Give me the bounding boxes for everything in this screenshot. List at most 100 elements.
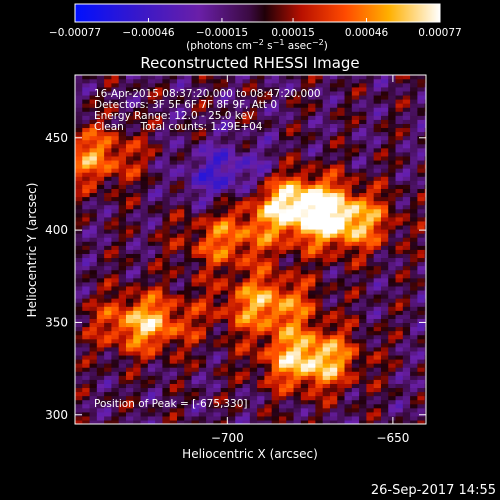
heatmap-cell	[337, 375, 346, 380]
heatmap-cell	[271, 233, 280, 238]
heatmap-cell	[286, 367, 295, 372]
heatmap-cell	[271, 326, 280, 332]
heatmap-cell	[410, 367, 418, 372]
heatmap-cell	[75, 269, 83, 275]
heatmap-cell	[227, 115, 236, 120]
heatmap-cell	[75, 298, 83, 303]
heatmap-cell	[235, 298, 244, 303]
heatmap-cell	[286, 220, 295, 226]
heatmap-cell	[133, 115, 142, 120]
heatmap-cell	[162, 78, 171, 84]
heatmap-cell	[213, 342, 222, 348]
heatmap-cell	[111, 391, 120, 397]
heatmap-cell	[410, 237, 418, 242]
heatmap-cell	[278, 326, 287, 332]
heatmap-cell	[264, 200, 273, 206]
heatmap-cell	[198, 159, 207, 165]
heatmap-cell	[300, 127, 309, 133]
heatmap-cell	[162, 224, 171, 230]
heatmap-cell	[227, 204, 236, 210]
heatmap-cell	[359, 135, 367, 141]
heatmap-cell	[220, 86, 229, 92]
heatmap-cell	[373, 371, 382, 376]
heatmap-cell	[329, 127, 338, 133]
heatmap-cell	[278, 164, 287, 169]
heatmap-cell	[417, 277, 426, 283]
heatmap-cell	[271, 318, 280, 324]
heatmap-cell	[402, 391, 411, 397]
heatmap-cell	[366, 212, 375, 218]
heatmap-cell	[417, 241, 426, 246]
heatmap-cell	[140, 229, 149, 234]
heatmap-cell	[191, 314, 200, 319]
heatmap-cell	[271, 147, 280, 153]
heatmap-cell	[293, 119, 302, 124]
heatmap-cell	[359, 253, 367, 259]
heatmap-cell	[380, 269, 389, 275]
heatmap-cell	[125, 200, 134, 206]
heatmap-cell	[286, 395, 295, 401]
heatmap-cell	[264, 322, 273, 328]
heatmap-cell	[169, 281, 178, 287]
heatmap-cell	[125, 237, 134, 242]
heatmap-cell	[147, 318, 156, 324]
heatmap-cell	[75, 419, 83, 424]
heatmap-cell	[271, 338, 280, 344]
heatmap-cell	[300, 289, 309, 295]
heatmap-cell	[184, 310, 193, 315]
heatmap-cell	[191, 322, 200, 328]
heatmap-cell	[380, 184, 389, 189]
heatmap-cell	[366, 192, 375, 198]
heatmap-cell	[402, 273, 411, 279]
heatmap-cell	[388, 241, 397, 246]
heatmap-cell	[111, 253, 120, 259]
heatmap-cell	[198, 387, 207, 393]
heatmap-cell	[75, 220, 83, 226]
heatmap-cell	[147, 127, 156, 133]
heatmap-cell	[402, 119, 411, 124]
heatmap-cell	[257, 135, 265, 141]
heatmap-cell	[359, 277, 367, 283]
heatmap-cell	[184, 151, 193, 157]
heatmap-cell	[300, 131, 309, 137]
heatmap-cell	[140, 172, 149, 177]
heatmap-cell	[351, 265, 360, 271]
heatmap-cell	[286, 273, 295, 279]
heatmap-cell	[220, 164, 229, 169]
heatmap-cell	[89, 204, 98, 210]
heatmap-cell	[417, 342, 426, 348]
heatmap-cell	[96, 78, 105, 84]
heatmap-cell	[424, 415, 426, 421]
heatmap-cell	[395, 180, 404, 185]
heatmap-cell	[133, 322, 142, 328]
heatmap-cell	[264, 196, 273, 202]
heatmap-cell	[359, 419, 367, 424]
heatmap-cell	[184, 371, 193, 376]
heatmap-cell	[337, 346, 346, 352]
heatmap-cell	[96, 241, 105, 246]
heatmap-cell	[410, 326, 418, 332]
heatmap-cell	[300, 273, 309, 279]
heatmap-cell	[300, 151, 309, 157]
heatmap-cell	[111, 103, 120, 108]
heatmap-cell	[315, 233, 324, 238]
heatmap-cell	[104, 350, 113, 356]
heatmap-cell	[206, 359, 215, 364]
heatmap-cell	[176, 338, 185, 344]
heatmap-cell	[329, 188, 338, 194]
heatmap-cell	[184, 204, 193, 210]
heatmap-cell	[220, 204, 229, 210]
heatmap-cell	[227, 237, 236, 242]
heatmap-cell	[264, 269, 273, 275]
heatmap-cell	[235, 168, 244, 173]
heatmap-cell	[147, 155, 156, 161]
heatmap-cell	[125, 184, 134, 189]
heatmap-cell	[89, 269, 98, 275]
heatmap-cell	[308, 212, 316, 218]
heatmap-cell	[271, 265, 280, 271]
heatmap-cell	[329, 310, 338, 315]
heatmap-cell	[329, 184, 338, 189]
heatmap-cell	[359, 310, 367, 315]
heatmap-cell	[424, 261, 426, 267]
heatmap-cell	[286, 241, 295, 246]
